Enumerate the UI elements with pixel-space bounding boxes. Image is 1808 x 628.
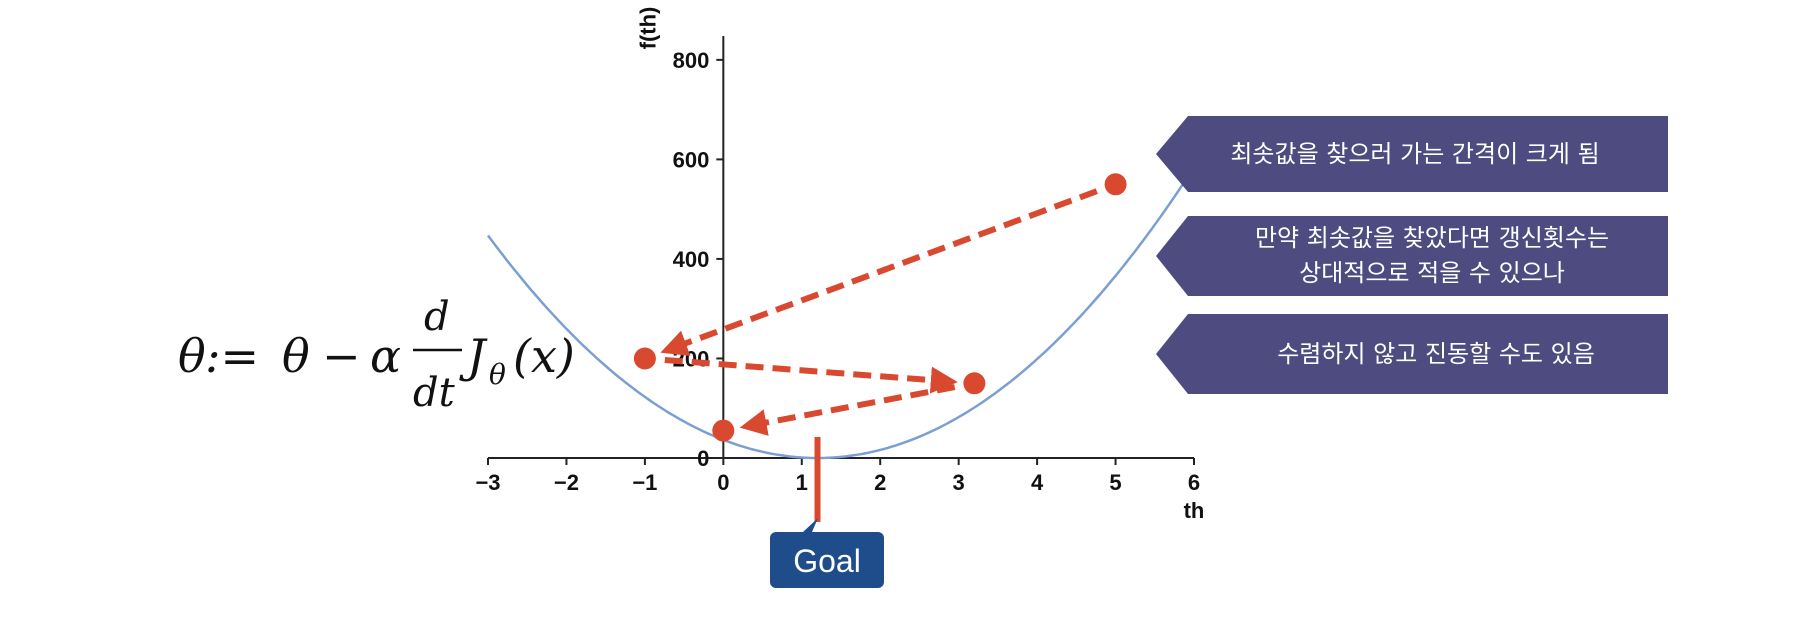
y-tick-label: 400 (673, 247, 710, 272)
formula-subscript: θ (489, 358, 506, 391)
descent-step-arrow (739, 384, 956, 436)
update-formula: θ := θ − α d dt J θ (x) (178, 294, 575, 416)
formula-numerator: d (424, 294, 450, 340)
descent-point (963, 372, 986, 395)
descent-step-arrow (660, 188, 1098, 356)
x-tick-label: 3 (953, 470, 965, 495)
callout-shape (1156, 314, 1668, 394)
goal-label: Goal (793, 543, 861, 579)
descent-point (1104, 173, 1127, 196)
descent-points-layer (633, 173, 1127, 442)
x-tick-label: 2 (874, 470, 886, 495)
descent-step-arrow (664, 357, 958, 394)
formula-alpha: α (370, 329, 401, 383)
callout-fewer-updates: 만약 최솟값을 찾았다면 갱신횟수는 상대적으로 적을 수 있으나 (1156, 216, 1668, 296)
x-axis-title: th (1184, 498, 1205, 523)
x-tick-label: 0 (717, 470, 729, 495)
goal-pointer (803, 518, 818, 532)
formula-argument: (x) (513, 329, 575, 383)
formula-theta-2: θ (282, 329, 310, 383)
descent-point (633, 347, 656, 370)
cost-curve-layer (487, 166, 1196, 460)
x-tick-label: −2 (554, 470, 579, 495)
callout-shape (1156, 116, 1668, 192)
formula-assign: := (205, 329, 259, 383)
y-tick-label: 0 (697, 446, 709, 471)
formula-minus: − (322, 329, 361, 383)
x-tick-label: 4 (1031, 470, 1044, 495)
x-tick-label: 6 (1188, 470, 1200, 495)
callout-step-size: 최솟값을 찾으러 가는 간격이 크게 됨 (1156, 116, 1668, 192)
x-tick-label: 1 (796, 470, 808, 495)
cost-curve (487, 166, 1196, 460)
x-tick-label: 5 (1109, 470, 1121, 495)
y-tick-label: 600 (673, 147, 710, 172)
callout-line: 수렴하지 않고 진동할 수도 있음 (1277, 340, 1595, 368)
callout-shape (1156, 216, 1668, 296)
descent-point (712, 419, 735, 442)
callout-line: 최솟값을 찾으러 가는 간격이 크게 됨 (1230, 140, 1599, 168)
x-tick-label: −3 (475, 470, 500, 495)
callout-oscillation: 수렴하지 않고 진동할 수도 있음 (1156, 314, 1668, 394)
formula-theta: θ (178, 329, 206, 383)
y-axis-title: f(th) (635, 7, 660, 50)
formula-denominator: dt (413, 370, 456, 416)
formula-func: J (459, 329, 488, 383)
descent-steps-layer (660, 188, 1098, 436)
goal-marker: Goal (770, 437, 884, 588)
x-tick-label: −1 (632, 470, 657, 495)
callout-line: 상대적으로 적을 수 있으나 (1299, 259, 1565, 287)
goal-badge (770, 532, 884, 588)
callout-line: 만약 최솟값을 찾았다면 갱신횟수는 (1255, 224, 1609, 252)
y-tick-label: 800 (673, 48, 710, 73)
